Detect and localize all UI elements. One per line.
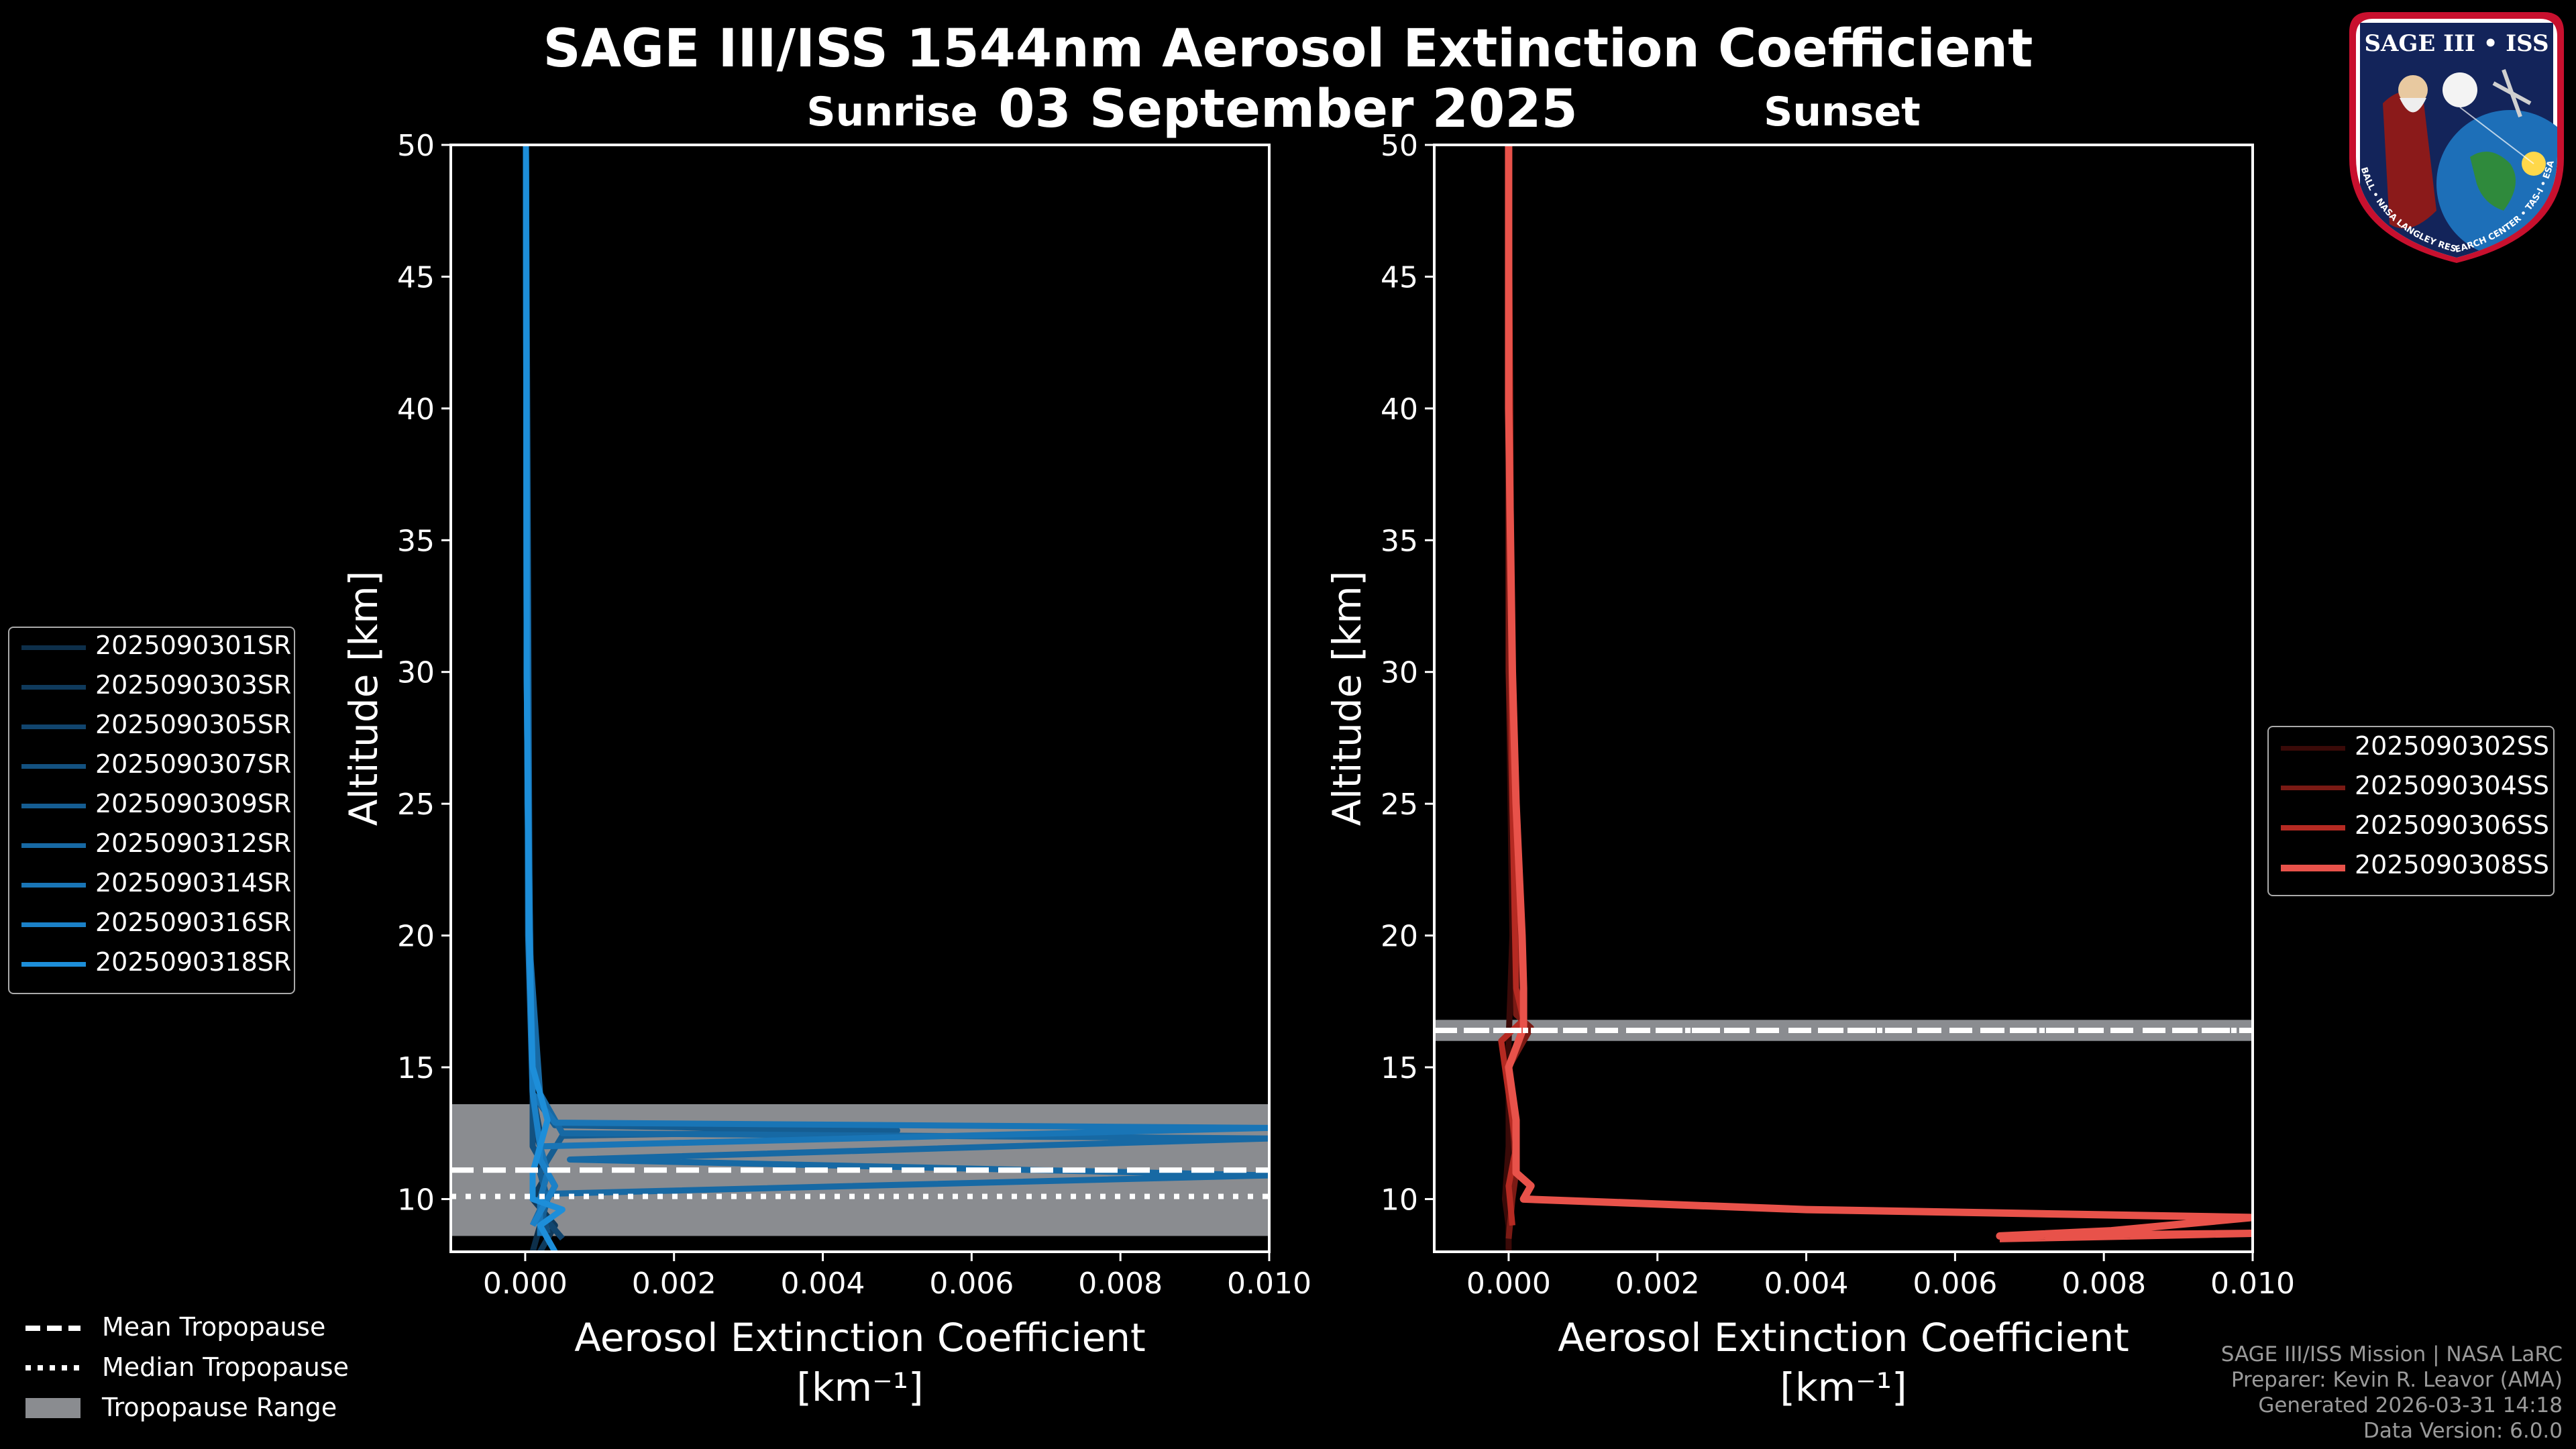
sunrise-legend-swatch [21,843,86,848]
sunrise-series-2025090318SR [523,145,566,1252]
sunrise-panel-title: Sunrise [806,89,978,136]
sunrise-xtick-label-0.008: 0.008 [1078,1267,1163,1301]
sunset-panel-title: Sunset [1764,89,1921,136]
sunset-ytick-label-30: 30 [1381,656,1418,690]
sunset-ytick-label-35: 35 [1381,524,1418,558]
sunset-ytick-label-25: 25 [1381,788,1418,822]
sunset-xtick-label-0.004: 0.004 [1764,1267,1849,1301]
sunrise-ytick-label-20: 20 [397,920,435,954]
sunrise-xtick-label-0.006: 0.006 [929,1267,1014,1301]
sunset-panel: 10 15 20 25 30 35 40 45 50 0.000 0.002 0.004 0.006 0.… [1324,129,2295,1410]
credits-preparer: Preparer: Kevin R. Leavor (AMA) [2231,1368,2563,1392]
sunset-legend: 2025090302SS 2025090304SS 2025090306SS 2025… [2267,726,2555,896]
sunset-xtick-label-0.000: 0.000 [1466,1267,1551,1301]
credits-mission: SAGE III/ISS Mission | NASA LaRC [2220,1342,2563,1366]
sunrise-ytick-label-15: 15 [397,1051,435,1085]
sunrise-legend-label: 2025090301SR [95,631,292,660]
sunrise-ytick-label-40: 40 [397,392,435,427]
sage-iss-mission-logo: SAGE III • ISS BALL • NASA LANGLEY RESEA… [2349,12,2564,263]
sunset-legend-label: 2025090304SS [2355,771,2550,800]
logo-sage-figure [2383,91,2436,229]
sunrise-legend-swatch [21,764,86,769]
sunrise-legend-swatch [21,804,86,808]
logo-moon [2443,72,2477,107]
sunset-legend-label: 2025090308SS [2355,850,2550,879]
sunset-ytick-label-20: 20 [1381,920,1418,954]
credits-data-version: Data Version: 6.0.0 [2363,1419,2563,1443]
sunrise-series-2025090309SR [523,145,900,1226]
sunset-ytick-label-40: 40 [1381,392,1418,427]
sunrise-ytick-label-30: 30 [397,656,435,690]
sunset-ytick-label-15: 15 [1381,1051,1418,1085]
sunset-legend-swatch [2281,746,2345,751]
figure-date: 03 September 2025 [998,79,1578,140]
sunrise-legend-swatch [21,645,86,650]
sunset-series-2025090306SS [1498,145,1527,1226]
sunrise-legend-swatch [21,962,86,967]
sunset-legend-label: 2025090306SS [2355,810,2550,840]
figure-title: SAGE III/ISS 1544nm Aerosol Extinction C… [543,19,2033,79]
mean-tropopause-label: Mean Tropopause [102,1312,326,1342]
logo-title-text: SAGE III • ISS [2364,30,2548,57]
logo-iss-station [2492,68,2532,118]
sunset-xtick-label-0.010: 0.010 [2210,1267,2295,1301]
sunrise-xtick-label-0.004: 0.004 [781,1267,865,1301]
sunset-ytick-label-50: 50 [1381,129,1418,163]
sunrise-legend-label: 2025090312SR [95,828,292,858]
sunset-legend-swatch [2281,825,2345,830]
sunrise-legend-label: 2025090316SR [95,908,292,937]
credits-block: SAGE III/ISS Mission | NASA LaRC Prepare… [2221,1342,2563,1444]
sunrise-legend-swatch [21,922,86,927]
sunrise-panel: 10 15 20 25 30 35 40 45 50 0.000 0.002 0.004 0.006 0.… [341,129,1311,1410]
sunset-xtick-label-0.002: 0.002 [1615,1267,1700,1301]
tropopause-legend-swatches [25,1326,80,1418]
sunrise-ytick-label-35: 35 [397,524,435,558]
credits-generated: Generated 2026-03-31 14:18 [2258,1393,2563,1417]
sunrise-xtick-label-0.000: 0.000 [483,1267,568,1301]
tropopause-range-label: Tropopause Range [102,1393,337,1422]
sunrise-xtick-label-0.010: 0.010 [1227,1267,1311,1301]
sunrise-legend-label: 2025090314SR [95,868,292,898]
sunset-xlabel: Aerosol Extinction Coefficient [1558,1315,2129,1360]
sunset-xtick-label-0.006: 0.006 [1913,1267,1997,1301]
sunrise-legend-swatch [21,724,86,729]
sunset-frame [1433,144,2254,1253]
sunrise-xtick-label-0.002: 0.002 [632,1267,716,1301]
sunset-plot-area [1434,145,2253,1252]
sunset-ytick-label-45: 45 [1381,260,1418,294]
sunrise-ylabel: Altitude [km] [341,571,386,826]
sunrise-ytick-label-10: 10 [397,1183,435,1217]
sunrise-plot-area [451,145,1269,1252]
sunrise-ytick-label-25: 25 [397,788,435,822]
sunrise-xlabel-units: [km⁻¹] [796,1364,923,1410]
sunset-legend-label: 2025090302SS [2355,731,2550,761]
sunset-xlabel-units: [km⁻¹] [1780,1364,1907,1410]
tropopause-legend: Mean Tropopause Median Tropopause Tropop… [0,1301,402,1436]
sunrise-legend-swatch [21,685,86,690]
sunrise-legend-label: 2025090309SR [95,789,292,818]
sunrise-legend-swatch [21,883,86,888]
sunrise-ytick-label-45: 45 [397,260,435,294]
sunrise-legend-label: 2025090305SR [95,710,292,739]
sunset-series-2025090308SS [1505,145,2253,1242]
sunrise-series-2025090312SR [523,145,1269,1227]
tropopause-range-swatch [25,1398,80,1418]
sunrise-legend-label: 2025090307SR [95,749,292,779]
sunrise-legend-label: 2025090318SR [95,947,292,977]
sunset-xtick-label-0.008: 0.008 [2061,1267,2146,1301]
sunrise-ytick-label-50: 50 [397,129,435,163]
sunrise-xlabel: Aerosol Extinction Coefficient [574,1315,1146,1360]
sunrise-legend: 2025090301SR 2025090303SR 2025090305SR 2025… [8,627,295,994]
sunrise-frame [449,144,1271,1253]
sunset-ylabel: Altitude [km] [1324,571,1370,826]
sunset-legend-swatch [2281,865,2345,871]
sunrise-legend-label: 2025090303SR [95,670,292,700]
sunset-ytick-label-10: 10 [1381,1183,1418,1217]
median-tropopause-label: Median Tropopause [102,1352,349,1382]
sunset-legend-swatch [2281,786,2345,790]
sunrise-series-2025090314SR [523,145,1269,1236]
